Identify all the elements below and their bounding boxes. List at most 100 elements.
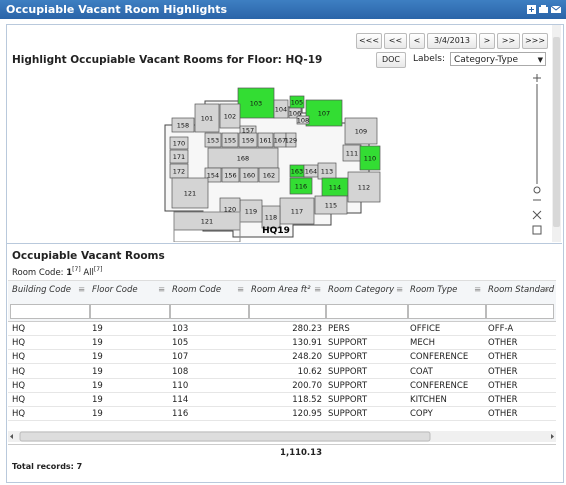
cell: 120.95 [292, 409, 322, 420]
cell: 110 [172, 380, 189, 391]
sort-icon: ≡ [237, 285, 245, 295]
cell: COPY [410, 409, 433, 420]
cell: SUPPORT [328, 409, 368, 420]
cell: SUPPORT [328, 338, 368, 349]
room-label: 106 [289, 110, 301, 118]
room-label: 153 [207, 137, 219, 145]
filter-all[interactable]: All [83, 267, 94, 278]
cell: OTHER [488, 409, 518, 420]
header-icons[interactable] [526, 4, 562, 15]
cell: CONFERENCE [410, 352, 469, 363]
room-label: 154 [207, 172, 219, 180]
cell: 116 [172, 409, 189, 420]
row-line [8, 420, 556, 422]
cell: HQ [12, 395, 26, 405]
room-label: 104 [275, 106, 287, 114]
cell: OTHER [488, 395, 518, 405]
room-label: 120 [224, 206, 236, 214]
cell: HQ [12, 324, 26, 334]
room-label: 103 [250, 100, 262, 108]
plan-scrollbar[interactable] [552, 25, 561, 242]
cell: SUPPORT [328, 352, 368, 363]
nav-button[interactable]: >> [497, 33, 520, 49]
room [344, 117, 378, 145]
cell: OTHER [488, 366, 518, 377]
filter-all-count: [7] [93, 266, 103, 273]
sort-icon: ≡ [542, 285, 550, 295]
room-label: 155 [224, 137, 236, 145]
room-label: 164 [305, 168, 317, 176]
room-label: 172 [173, 168, 185, 176]
room [221, 167, 240, 183]
room-label: 109 [355, 128, 367, 136]
column-header[interactable]: Building Code [12, 285, 71, 295]
column-filter[interactable] [170, 304, 249, 319]
cell: SUPPORT [328, 380, 368, 391]
floor-plan[interactable]: 103 104 105 106 107 108 109 101 102 158 157 170 171 1… [8, 70, 552, 242]
cell: 19 [92, 352, 103, 363]
room-label: 111 [346, 150, 358, 158]
nav-button[interactable]: <<< [356, 33, 382, 49]
column-filter[interactable] [10, 304, 90, 319]
doc-button[interactable]: DOC [376, 52, 406, 68]
cell: 10.62 [297, 366, 322, 377]
room [238, 132, 258, 148]
cell: PERS [328, 324, 350, 334]
column-filter[interactable] [249, 304, 326, 319]
cell: OTHER [488, 352, 518, 363]
grid-title: Occupiable Vacant Rooms [12, 250, 165, 262]
cell: HQ [12, 352, 26, 363]
room [169, 149, 189, 164]
column-header[interactable]: Room Category [328, 285, 395, 295]
nav-button[interactable]: << [384, 33, 407, 49]
cell: OFFICE [410, 324, 441, 334]
column-header[interactable]: Room Standard [488, 285, 555, 295]
row-line [8, 335, 556, 336]
room [296, 115, 310, 125]
row-line [8, 363, 556, 365]
sort-icon: ≡ [78, 285, 86, 295]
filter-count: [7] [72, 266, 81, 273]
room-label: 158 [177, 122, 189, 130]
column-header[interactable]: Room Area ft² [251, 285, 311, 295]
column-filter[interactable] [486, 304, 554, 319]
nav-button[interactable]: > [479, 33, 495, 49]
room-label: 119 [245, 208, 257, 216]
column-filter[interactable] [408, 304, 486, 319]
filter-value[interactable]: 1 [66, 267, 73, 278]
row-line [8, 406, 556, 407]
column-header[interactable]: Room Code [172, 285, 222, 295]
column-header[interactable]: Room Type [410, 285, 458, 295]
room-label: 113 [321, 168, 333, 176]
cell: OTHER [488, 380, 518, 391]
header-bar: Occupiable Vacant Room Highlights [0, 0, 566, 19]
column-header[interactable]: Floor Code [92, 285, 138, 295]
room-label: 105 [291, 99, 303, 107]
cell: 19 [92, 366, 103, 377]
column-filter[interactable] [90, 304, 170, 319]
cell: 114 [172, 395, 189, 405]
cell: 280.23 [292, 324, 322, 334]
sort-icon: ≡ [158, 285, 166, 295]
sort-icon: ≡ [474, 285, 482, 295]
nav-button[interactable]: 3/4/2013 [427, 33, 477, 49]
nav-button[interactable]: >>> [522, 33, 548, 49]
column-filter[interactable] [326, 304, 408, 319]
cell: 107 [172, 352, 189, 363]
room [273, 99, 289, 119]
cell: 248.20 [292, 352, 322, 363]
room [221, 132, 239, 148]
nav-button[interactable]: < [409, 33, 425, 49]
cell: OTHER [488, 338, 518, 349]
grid-scrollbar[interactable] [8, 431, 556, 442]
room [194, 103, 220, 133]
room-label: 156 [224, 172, 236, 180]
row-line [8, 349, 556, 351]
cell: 19 [92, 409, 103, 420]
cell: 19 [92, 395, 103, 405]
labels-caption: Labels: [413, 54, 446, 64]
drawing-title: Highlight Occupiable Vacant Rooms for Fl… [12, 54, 323, 66]
labels-select[interactable]: Category-Type ▼ [450, 52, 546, 66]
